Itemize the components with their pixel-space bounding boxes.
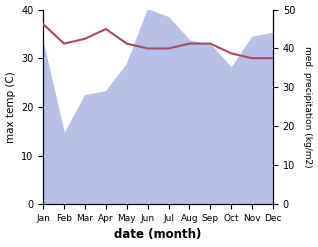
Y-axis label: max temp (C): max temp (C) bbox=[5, 71, 16, 143]
X-axis label: date (month): date (month) bbox=[114, 228, 202, 242]
Y-axis label: med. precipitation (kg/m2): med. precipitation (kg/m2) bbox=[303, 46, 313, 168]
